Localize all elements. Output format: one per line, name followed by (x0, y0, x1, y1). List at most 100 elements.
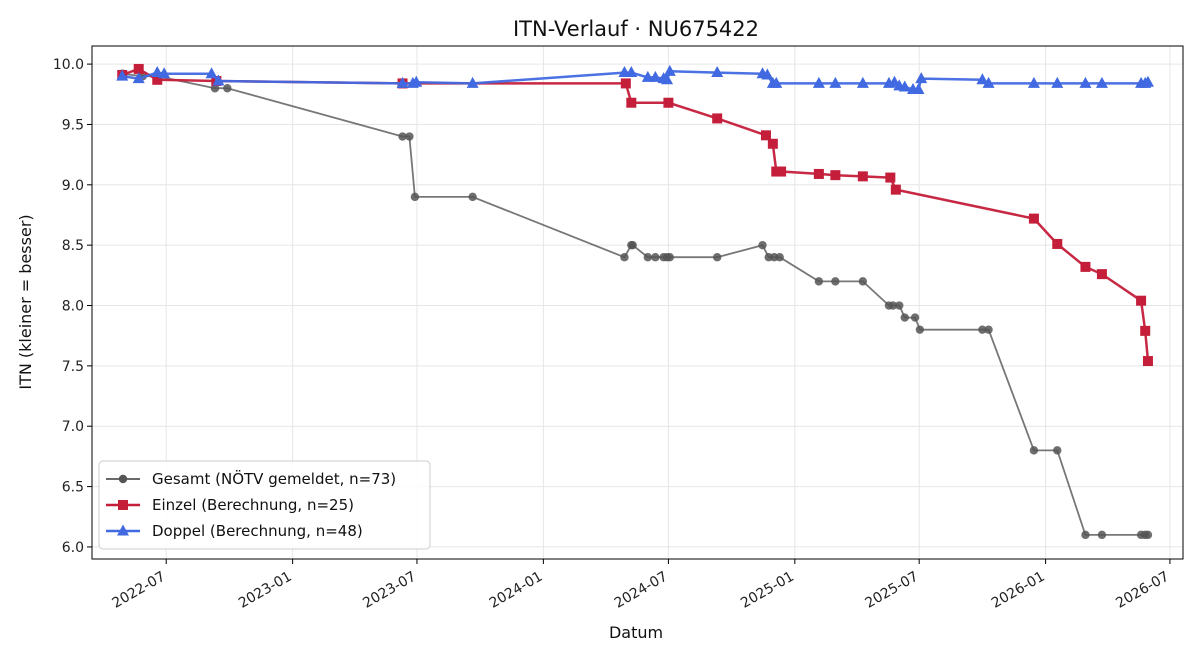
doppel-point (212, 74, 225, 86)
doppel-point (663, 64, 676, 76)
doppel-point (1027, 76, 1040, 88)
einzel-point (813, 168, 824, 179)
gesamt-point (858, 277, 868, 286)
doppel-point (1141, 75, 1154, 87)
gesamt-point (910, 313, 920, 322)
gesamt-point (651, 253, 660, 262)
doppel-point (856, 76, 869, 88)
einzel-point (152, 74, 163, 85)
gesamt-point (665, 253, 674, 262)
einzel-point (1140, 325, 1151, 336)
doppel-point (466, 76, 479, 88)
einzel-point (1142, 356, 1153, 367)
einzel-point (620, 78, 631, 89)
einzel-point (626, 97, 637, 108)
chart-title: ITN-Verlauf · NU675422 (513, 17, 759, 41)
gesamt-point (1029, 446, 1039, 455)
doppel-point (982, 76, 995, 88)
einzel-point (776, 166, 787, 177)
gesamt-point (405, 132, 414, 141)
gesamt-point (1081, 530, 1090, 540)
gesamt-point (223, 84, 232, 93)
doppel-point (661, 73, 674, 85)
plot-frame (91, 45, 1184, 560)
gesamt-point (814, 277, 824, 286)
legend-marker (118, 500, 128, 510)
doppel-point (912, 82, 925, 94)
gesamt-point (620, 253, 629, 262)
einzel-point (760, 130, 771, 141)
einzel-point (885, 172, 896, 183)
series-group (116, 64, 1154, 94)
y-axis-title: ITN (kleiner = besser) (16, 214, 35, 389)
doppel-point (711, 66, 724, 78)
y-tick-label: 9.0 (62, 178, 84, 194)
einzel-point (1096, 269, 1107, 280)
doppel-point (641, 70, 654, 82)
gesamt-point (984, 325, 993, 334)
doppel-point (770, 76, 783, 88)
y-tick-label: 6.0 (62, 540, 84, 556)
legend-label: Gesamt (NÖTV gemeldet, n=73) (152, 469, 396, 488)
gesamt-point (888, 301, 898, 310)
legend: Gesamt (NÖTV gemeldet, n=73) Einzel (Bere… (98, 460, 431, 550)
einzel-point (857, 171, 868, 182)
einzel-point (1028, 213, 1039, 224)
gesamt-point (900, 313, 909, 322)
einzel-point (712, 113, 723, 124)
doppel-point (1095, 76, 1108, 88)
doppel-point (116, 69, 129, 81)
doppel-point (1079, 76, 1092, 88)
y-tick-label: 9.5 (62, 117, 84, 133)
y-tick-label: 8.5 (62, 238, 84, 254)
doppel-point (410, 75, 423, 87)
einzel-point (1052, 238, 1063, 249)
gesamt-point (758, 240, 767, 250)
gesamt-point (895, 301, 904, 310)
gesamt-point (628, 240, 637, 250)
gesamt-point (978, 325, 987, 334)
gesamt-point (398, 132, 407, 141)
gesamt-point (210, 84, 220, 93)
gesamt-point (712, 253, 722, 262)
y-tick-label: 10.0 (53, 57, 84, 73)
series-layer (116, 63, 1154, 540)
gesamt-point (1097, 530, 1107, 540)
einzel-point (890, 184, 901, 195)
einzel-point (133, 63, 144, 74)
doppel-point (625, 66, 638, 78)
doppel-point (761, 68, 774, 80)
gesamt-point (410, 192, 420, 202)
doppel-point (205, 67, 218, 79)
doppel-point (132, 72, 145, 84)
y-axis: 6.0 6.5 7.0 7.5 8.0 8.5 9.0 9.5 10.0 (53, 57, 92, 556)
legend-box (98, 460, 431, 550)
y-tick-label: 7.0 (62, 419, 84, 435)
legend-label: Einzel (Berechnung, n=25) (152, 496, 354, 514)
einzel-point (1080, 261, 1091, 272)
doppel-point (396, 76, 409, 88)
doppel-point (829, 76, 842, 88)
legend-marker (117, 524, 129, 536)
einzel-point (1136, 295, 1147, 306)
doppel-point (812, 76, 825, 88)
gesamt-point (1053, 446, 1062, 455)
y-tick-label: 6.5 (62, 480, 84, 496)
y-tick-label: 8.0 (62, 299, 84, 315)
einzel-point (767, 138, 778, 149)
doppel-point (1051, 76, 1064, 88)
doppel-point (915, 72, 928, 84)
doppel-point (898, 80, 911, 92)
doppel-point (976, 73, 989, 85)
einzel-point (663, 97, 674, 108)
gesamt-point (643, 253, 653, 262)
legend-label: Doppel (Berechnung, n=48) (152, 522, 363, 540)
doppel-point (158, 67, 171, 79)
doppel-point (649, 70, 662, 82)
doppel-point (151, 66, 164, 78)
y-tick-label: 7.5 (62, 359, 84, 375)
gesamt-point (831, 277, 840, 286)
einzel-point (830, 170, 841, 181)
legend-marker (118, 474, 128, 484)
